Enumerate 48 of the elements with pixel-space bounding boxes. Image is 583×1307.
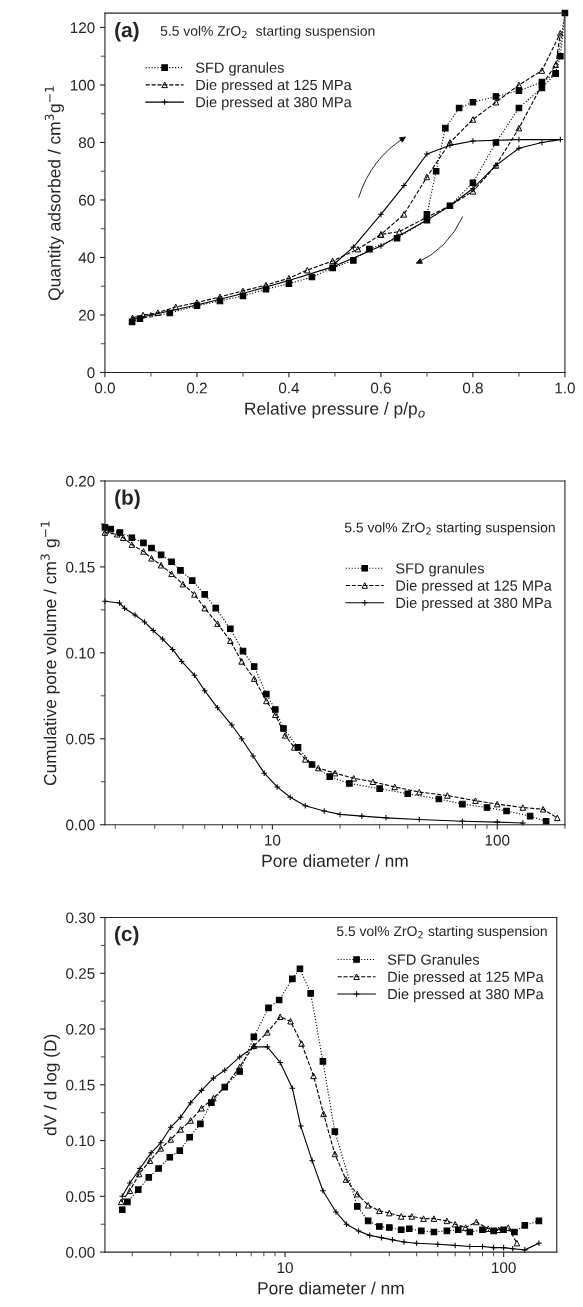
annotation: 5.5 vol% ZrO$_{2}$ starting suspension [336,925,547,939]
annotation: 5.5 vol% ZrO$_{2}$ starting suspension [160,25,375,39]
x-axis-title: Pore diameter / nm [262,854,408,867]
x-tick-label: 10 [265,834,281,846]
y-axis-title: Quantity adsorbed / cm$^{3}$g$^{−1}$ [44,86,64,301]
legend-label: SFD granules [195,62,284,76]
y-tick-label: 0 [87,367,95,379]
annotation: (a) [115,22,139,42]
x-axis-title: Relative pressure / p/p$_{o}$ [245,402,425,419]
legend-label: SFD granules [396,562,484,577]
x-tick-label: 0.8 [462,382,483,394]
annotation: 5.5 vol% ZrO$_{2}$ starting suspension [344,522,555,536]
y-tick-label: 100 [70,79,95,91]
y-tick-label: 0.20 [66,1023,95,1035]
y-tick-label: 120 [70,22,95,34]
y-tick-label: 0.00 [66,819,95,831]
y-tick-label: 0.15 [66,561,95,573]
y-tick-label: 0.30 [66,912,95,924]
x-tick-label: 0.0 [94,382,115,394]
legend-label: Die pressed at 380 MPa [388,988,544,1003]
y-tick-label: 0.20 [66,475,95,487]
y-tick-label: 40 [78,252,95,264]
x-tick-label: 0.6 [370,382,391,394]
annotation: (b) [115,489,140,509]
x-tick-label: 0.4 [278,382,300,394]
y-tick-label: 0.25 [66,968,95,979]
y-tick-label: 0.05 [66,1191,95,1203]
legend-label: Die pressed at 125 MPa [396,580,552,594]
legend-label: SFD Granules [387,954,480,965]
annotation: (c) [115,925,139,946]
legend-label: Die pressed at 380 MPa [196,96,352,111]
x-tick-label: 0.2 [186,382,207,394]
y-tick-label: 0.10 [66,647,95,659]
x-tick-label: 1.0 [555,382,575,394]
legend-label: Die pressed at 125 MPa [196,79,352,93]
y-tick-label: 0.05 [66,733,95,745]
y-axis-title: dV / d log (D) [43,1034,60,1136]
legend-label: Die pressed at 125 MPa [388,971,544,985]
y-tick-label: 0.00 [66,1246,95,1258]
y-axis-title: Cumulative pore volume / cm$^{3}$ g$^{−1}$ [40,521,60,786]
y-tick-label: 80 [78,137,95,149]
y-tick-label: 60 [79,194,95,206]
legend-label: Die pressed at 380 MPa [396,597,552,611]
y-tick-label: 0.15 [66,1079,95,1091]
y-tick-label: 20 [78,309,95,321]
x-axis-title: Pore diameter / nm [258,1281,404,1295]
y-tick-label: 0.10 [66,1135,95,1147]
x-tick-label: 10 [277,1262,293,1274]
